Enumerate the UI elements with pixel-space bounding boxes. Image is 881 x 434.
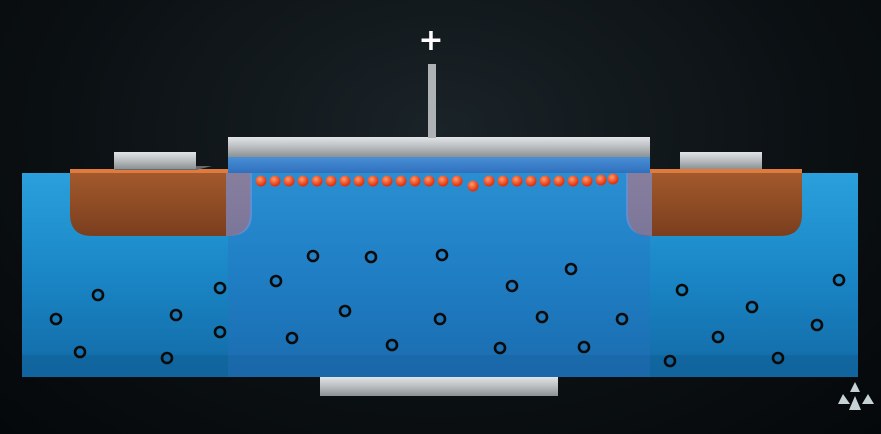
hole-circle <box>711 330 725 344</box>
drain-n-region <box>628 171 802 236</box>
hole-circle <box>675 283 689 297</box>
brand-logo-icon <box>838 382 874 410</box>
gate-voltage-plus: + <box>418 23 444 58</box>
gate-metal <box>228 137 650 157</box>
hole-circle <box>213 281 227 295</box>
electron-dot <box>395 175 407 187</box>
electron-dot <box>511 175 523 187</box>
hole-circle <box>385 338 399 352</box>
hole-circle <box>535 310 549 324</box>
source-edge <box>70 169 230 173</box>
gate-oxide <box>228 157 650 173</box>
hole-circle <box>433 312 447 326</box>
electron-dot <box>595 174 607 186</box>
electron-channel <box>255 173 619 192</box>
hole-circle <box>49 312 63 326</box>
drain-depletion <box>626 171 652 236</box>
electron-dot <box>283 175 295 187</box>
electron-dot <box>353 175 365 187</box>
hole-circle <box>493 341 507 355</box>
electron-dot <box>467 180 479 192</box>
hole-circle <box>435 248 449 262</box>
hole-circle <box>169 308 183 322</box>
electron-dot <box>311 175 323 187</box>
electron-dot <box>269 175 281 187</box>
hole-circle <box>338 304 352 318</box>
electron-dot <box>325 175 337 187</box>
electron-dot <box>483 175 495 187</box>
hole-circle <box>73 345 87 359</box>
hole-circle <box>505 279 519 293</box>
drain-edge <box>650 169 802 173</box>
electron-dot <box>423 175 435 187</box>
electron-dot <box>525 175 537 187</box>
hole-circle <box>577 340 591 354</box>
hole-circle <box>832 273 846 287</box>
electron-dot <box>409 175 421 187</box>
hole-circle <box>160 351 174 365</box>
hole-circle <box>663 354 677 368</box>
hole-circle <box>615 312 629 326</box>
electron-dot <box>381 175 393 187</box>
electron-dot <box>607 173 619 185</box>
hole-circle <box>745 300 759 314</box>
hole-circle <box>810 318 824 332</box>
electron-dot <box>581 175 593 187</box>
drain-contact <box>680 152 762 169</box>
electron-dot <box>567 175 579 187</box>
hole-circle <box>564 262 578 276</box>
hole-circle <box>364 250 378 264</box>
hole-circle <box>213 325 227 339</box>
hole-circle <box>91 288 105 302</box>
channel-region <box>228 173 650 377</box>
hole-circle <box>285 331 299 345</box>
electron-dot <box>451 175 463 187</box>
source-contact <box>114 152 196 169</box>
hole-circle <box>306 249 320 263</box>
hole-circle <box>269 274 283 288</box>
substrate-shadow <box>22 355 858 377</box>
source-n-region <box>70 171 250 236</box>
gate-terminal <box>428 64 436 138</box>
electron-dot <box>339 175 351 187</box>
electron-dot <box>553 175 565 187</box>
electron-dot <box>539 175 551 187</box>
electron-dot <box>497 175 509 187</box>
electron-dot <box>367 175 379 187</box>
body-contact <box>320 377 558 396</box>
electron-dot <box>255 175 267 187</box>
hole-carriers <box>49 248 846 368</box>
source-depletion <box>226 171 252 236</box>
hole-circle <box>771 351 785 365</box>
electron-dot <box>437 175 449 187</box>
electron-dot <box>297 175 309 187</box>
